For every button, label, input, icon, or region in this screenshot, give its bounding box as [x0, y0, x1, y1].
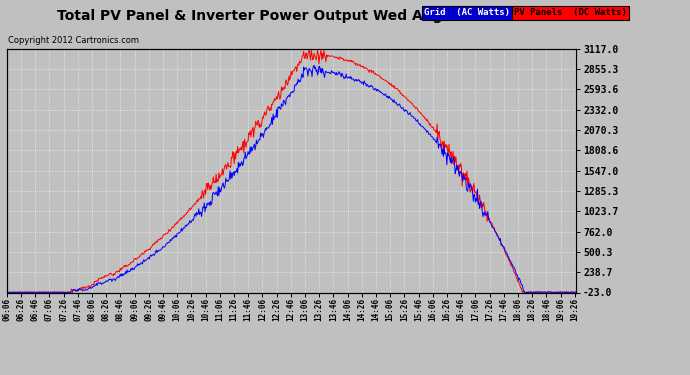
Text: Total PV Panel & Inverter Power Output Wed Aug 22 19:37: Total PV Panel & Inverter Power Output W… — [57, 9, 516, 23]
Text: Grid  (AC Watts): Grid (AC Watts) — [424, 8, 511, 17]
Text: Copyright 2012 Cartronics.com: Copyright 2012 Cartronics.com — [8, 36, 139, 45]
Text: PV Panels  (DC Watts): PV Panels (DC Watts) — [514, 8, 627, 17]
